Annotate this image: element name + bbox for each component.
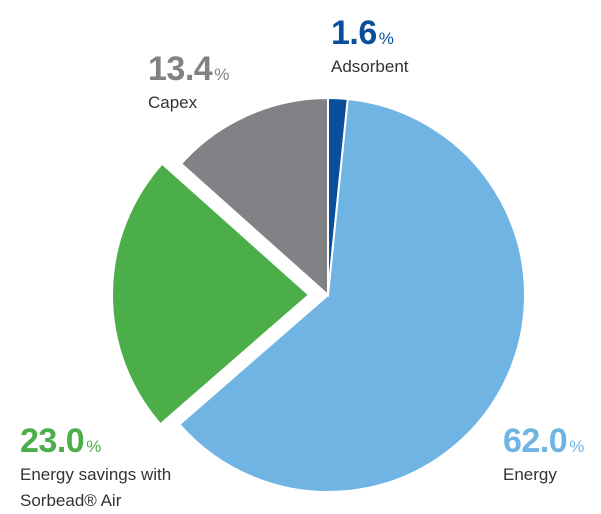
value-label-row: 23.0%: [20, 424, 190, 458]
pie-slice: [179, 96, 329, 298]
unit-label: %: [569, 437, 584, 456]
slice-label: 1.6% Adsorbent: [331, 16, 531, 80]
value-label-row: 62.0%: [503, 424, 601, 458]
unit-label: %: [214, 65, 229, 84]
pie-slice: [111, 162, 311, 426]
category-label: Energy savings with Sorbead® Air: [20, 465, 172, 510]
value-label: 62.0: [503, 422, 568, 460]
slice-label: 62.0% Energy: [503, 424, 601, 488]
unit-label: %: [86, 437, 101, 456]
value-label: 1.6: [331, 14, 377, 52]
unit-label: %: [378, 29, 394, 48]
value-label-row: 1.6%: [331, 16, 531, 50]
category-label: Capex: [148, 93, 198, 112]
value-label: 23.0: [20, 422, 85, 460]
category-label: Energy: [503, 465, 557, 484]
category-label: Adsorbent: [331, 57, 409, 76]
slice-label: 23.0% Energy savings with Sorbead® Air: [20, 424, 190, 514]
slice-label: 13.4% Capex: [148, 52, 268, 116]
value-label-row: 13.4%: [148, 52, 268, 86]
pie-slice: [177, 97, 526, 493]
value-label: 13.4: [148, 50, 213, 88]
